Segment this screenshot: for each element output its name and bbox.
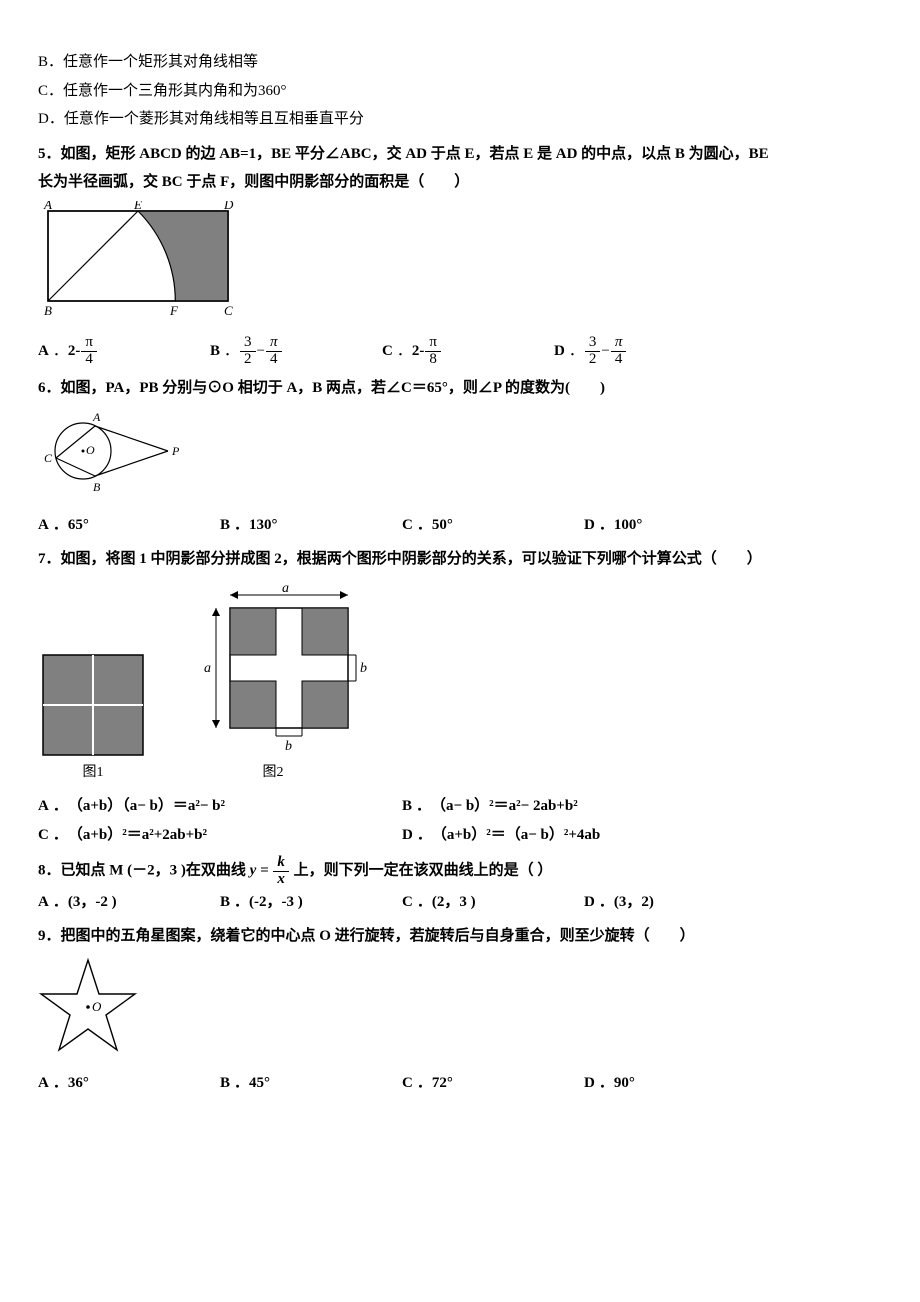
- q8-opt-b: B．(-2，-3 ): [220, 888, 390, 917]
- q6-label-P: P: [171, 444, 180, 458]
- q8-options: A．(3，-2 ) B．(-2，-3 ) C．(2，3 ) D．(3，2): [38, 888, 882, 917]
- q5-opt-c: C． 2-π8: [382, 335, 542, 368]
- q7-fig2-col: a a b b: [178, 580, 368, 787]
- q6-label-B: B: [93, 480, 101, 494]
- q8-opt-d: D．(3，2): [584, 888, 754, 917]
- q6-label-A: A: [92, 410, 101, 424]
- q7-figures: 图1 a a: [38, 580, 882, 787]
- q8-opt-c: C．(2，3 ): [402, 888, 572, 917]
- q8-stem: 8．已知点 M (－2，3 )在双曲线 y = kx 上，则下列一定在该双曲线上…: [38, 855, 882, 888]
- q9-figure: O: [38, 955, 882, 1066]
- q7-opt-a: A．（a+b）（a− b）＝a²− b²: [38, 792, 390, 821]
- q9-label-O: O: [92, 999, 102, 1014]
- question-4-tail: B．任意作一个矩形其对角线相等 C．任意作一个三角形其内角和为360° D．任意…: [38, 48, 882, 134]
- q5-opt-d: D． 32 − π4: [554, 335, 714, 368]
- q7-fig2-caption: 图2: [263, 760, 284, 787]
- q5-opt-b: B． 32 − π4: [210, 335, 370, 368]
- q5-figure: A E D B F C: [38, 201, 882, 332]
- q5-label-C: C: [224, 303, 233, 318]
- q7-fig2-b-right: b: [360, 661, 367, 676]
- q7-opt-d: D．（a+b）²＝（a− b）²+4ab: [402, 821, 754, 850]
- question-9: 9．把图中的五角星图案，绕着它的中心点 O 进行旋转，若旋转后与自身重合，则至少…: [38, 922, 882, 1098]
- q7-fig1-caption: 图1: [83, 760, 104, 787]
- q9-svg: O: [38, 955, 138, 1055]
- q5-label-E: E: [133, 201, 142, 212]
- q7-options: A．（a+b）（a− b）＝a²− b² B．（a− b）²＝a²− 2ab+b…: [38, 792, 882, 849]
- q5-stem-line2: 长为半径画弧，交 BC 于点 F，则图中阴影部分的面积是（ ）: [38, 168, 882, 197]
- q6-opt-c: C．50°: [402, 511, 572, 540]
- question-5: 5．如图，矩形 ABCD 的边 AB=1，BE 平分∠ABC，交 AD 于点 E…: [38, 140, 882, 368]
- q5-stem-line1: 5．如图，矩形 ABCD 的边 AB=1，BE 平分∠ABC，交 AD 于点 E…: [38, 140, 882, 169]
- q5-options: A． 2-π4 B． 32 − π4 C． 2-π8 D． 32 − π4: [38, 335, 882, 368]
- q6-opt-a: A．65°: [38, 511, 208, 540]
- q9-opt-a: A．36°: [38, 1069, 208, 1098]
- q8-opt-a: A．(3，-2 ): [38, 888, 208, 917]
- q6-label-C: C: [44, 451, 53, 465]
- q7-fig2-svg: a a b b: [178, 580, 368, 760]
- q7-fig2-b-bottom: b: [285, 739, 292, 754]
- q6-opt-b: B．130°: [220, 511, 390, 540]
- q5-svg: A E D B F C: [38, 201, 238, 321]
- q5-label-B: B: [44, 303, 52, 318]
- q6-label-O: O: [86, 443, 95, 457]
- q7-fig2-a-top: a: [282, 581, 289, 596]
- q6-figure: A B C O P: [38, 406, 882, 507]
- q6-stem: 6．如图，PA，PB 分别与⊙O 相切于 A，B 两点，若∠C＝65°，则∠P …: [38, 374, 882, 403]
- q9-opt-c: C．72°: [402, 1069, 572, 1098]
- q7-opt-c: C．（a+b）²＝a²+2ab+b²: [38, 821, 390, 850]
- q5-label-A: A: [43, 201, 52, 212]
- q7-stem: 7．如图，将图 1 中阴影部分拼成图 2，根据两个图形中阴影部分的关系，可以验证…: [38, 545, 882, 574]
- q6-svg: A B C O P: [38, 406, 188, 496]
- q5-label-F: F: [169, 303, 179, 318]
- q7-fig1-svg: [38, 650, 148, 760]
- q9-stem: 9．把图中的五角星图案，绕着它的中心点 O 进行旋转，若旋转后与自身重合，则至少…: [38, 922, 882, 951]
- q7-opt-b: B．（a− b）²＝a²− 2ab+b²: [402, 792, 754, 821]
- q5-label-D: D: [223, 201, 234, 212]
- q4-option-b: B．任意作一个矩形其对角线相等: [38, 48, 882, 77]
- q6-opt-d: D．100°: [584, 511, 754, 540]
- q5-opt-a: A． 2-π4: [38, 335, 198, 368]
- question-8: 8．已知点 M (－2，3 )在双曲线 y = kx 上，则下列一定在该双曲线上…: [38, 855, 882, 916]
- q7-fig2-a-left: a: [204, 661, 211, 676]
- q7-fig1-col: 图1: [38, 650, 148, 787]
- q4-option-c: C．任意作一个三角形其内角和为360°: [38, 77, 882, 106]
- q9-opt-b: B．45°: [220, 1069, 390, 1098]
- q9-options: A．36° B．45° C．72° D．90°: [38, 1069, 882, 1098]
- q4-option-d: D．任意作一个菱形其对角线相等且互相垂直平分: [38, 105, 882, 134]
- q9-opt-d: D．90°: [584, 1069, 754, 1098]
- question-7: 7．如图，将图 1 中阴影部分拼成图 2，根据两个图形中阴影部分的关系，可以验证…: [38, 545, 882, 849]
- question-6: 6．如图，PA，PB 分别与⊙O 相切于 A，B 两点，若∠C＝65°，则∠P …: [38, 374, 882, 540]
- q6-options: A．65° B．130° C．50° D．100°: [38, 511, 882, 540]
